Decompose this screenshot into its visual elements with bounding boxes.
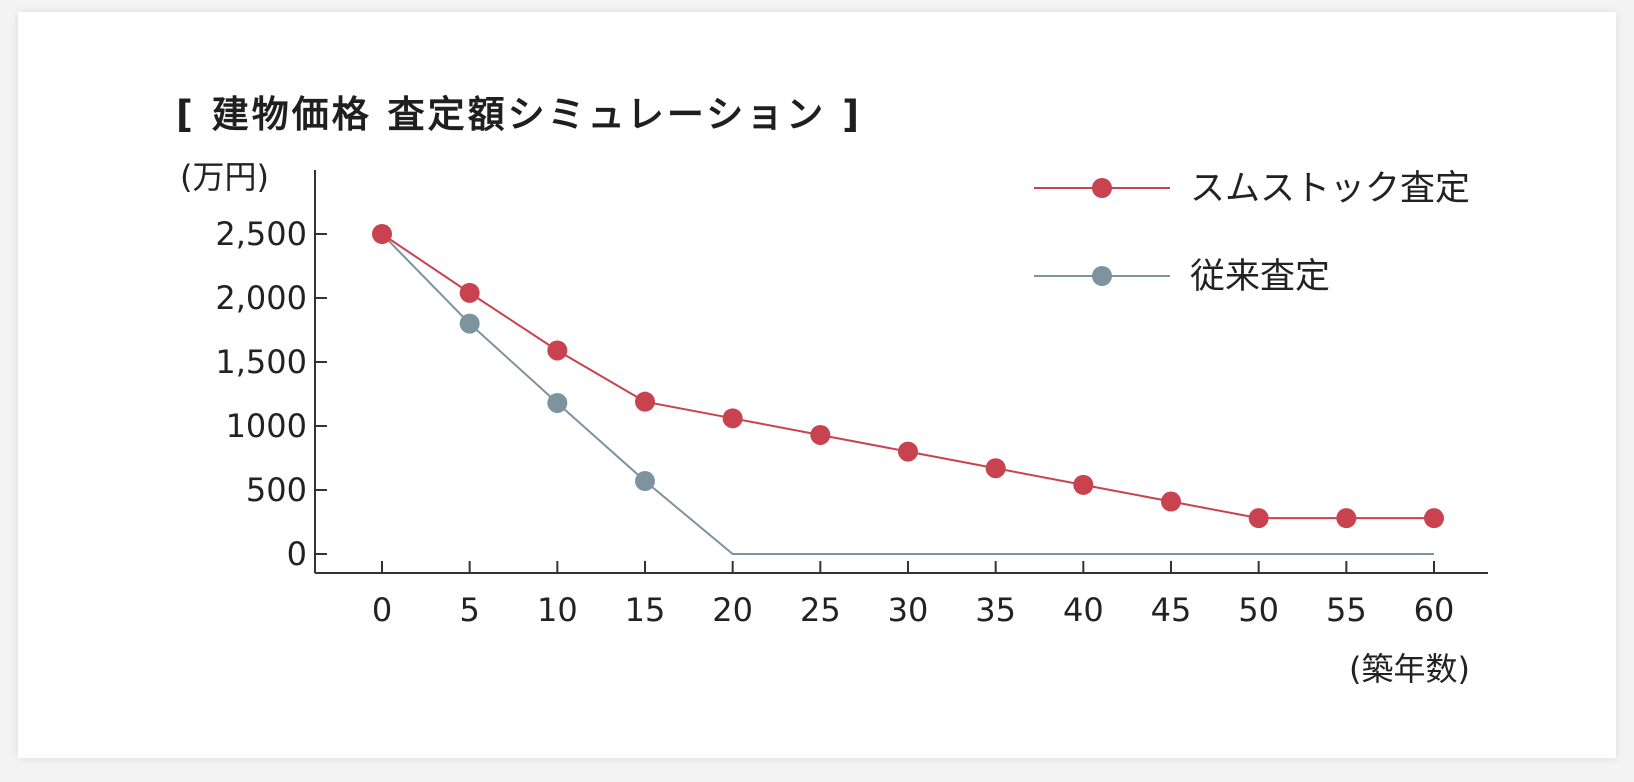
x-tick-label: 40	[1063, 591, 1104, 629]
data-point	[372, 224, 392, 244]
y-tick-label: 1,500	[215, 343, 307, 381]
x-tick-label: 5	[459, 591, 479, 629]
y-axis-label: (万円)	[180, 158, 269, 196]
x-tick-label: 25	[800, 591, 841, 629]
data-point	[547, 340, 568, 361]
x-tick-label: 20	[712, 591, 753, 629]
y-tick-label: 0	[287, 535, 307, 573]
x-tick-label: 35	[975, 591, 1016, 629]
x-axis-label: (築年数)	[1349, 650, 1470, 688]
x-axis-ticks: 0 5 10 15 20 25 30 35 40 45 50 55 60	[372, 561, 1455, 629]
data-point	[635, 471, 655, 492]
legend-label: スムストック査定	[1190, 169, 1470, 209]
x-tick-label: 30	[888, 591, 929, 629]
legend-label: 従来査定	[1190, 257, 1330, 297]
x-tick-label: 55	[1326, 591, 1367, 629]
chart-axes	[314, 170, 1488, 574]
chart-series	[372, 224, 1444, 555]
data-point	[1073, 474, 1094, 495]
x-tick-label: 45	[1151, 591, 1192, 629]
legend-marker	[1092, 266, 1112, 286]
x-tick-label: 15	[625, 591, 666, 629]
data-point	[547, 392, 568, 413]
data-point	[459, 282, 480, 303]
y-tick-label: 500	[246, 471, 307, 509]
y-tick-label: 2,000	[215, 279, 307, 317]
data-point	[810, 424, 831, 445]
x-tick-label: 0	[372, 591, 392, 629]
legend-marker	[1092, 178, 1112, 198]
y-axis-ticks: 0 500 1000 1,500 2,000 2,500	[215, 215, 327, 573]
x-tick-label: 60	[1414, 591, 1455, 629]
y-tick-label: 1000	[226, 407, 307, 445]
data-point	[459, 313, 480, 334]
data-point	[898, 441, 918, 462]
data-point	[1161, 491, 1181, 512]
y-tick-label: 2,500	[215, 215, 307, 253]
data-point	[1424, 508, 1444, 529]
data-point	[985, 458, 1006, 479]
series-line-conventional	[381, 233, 1434, 555]
chart-title: [ 建物価格 査定額シミュレーション ]	[176, 93, 862, 136]
data-point	[1336, 508, 1357, 529]
chart-card	[18, 12, 1616, 758]
x-tick-label: 50	[1238, 591, 1279, 629]
data-point	[1248, 508, 1269, 529]
data-point	[635, 391, 655, 412]
data-point	[722, 408, 743, 429]
x-tick-label: 10	[537, 591, 578, 629]
